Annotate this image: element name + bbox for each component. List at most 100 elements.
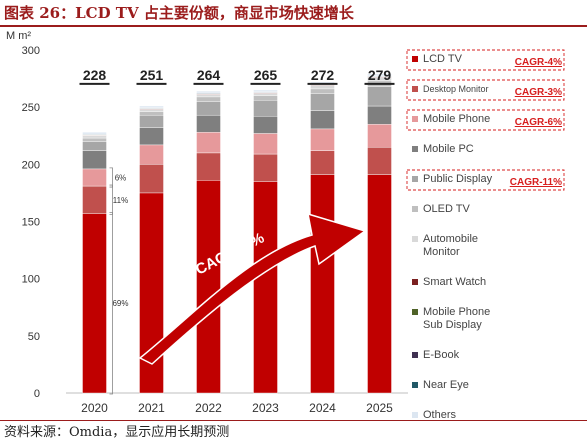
legend-swatch <box>412 146 418 152</box>
cagr-label: CAGR-3% <box>515 87 562 98</box>
source-note: 资料来源：Omdia，显示应用长期预测 <box>4 425 230 440</box>
bar-segment <box>310 110 335 130</box>
bar-segment <box>196 152 221 181</box>
bar-segment <box>367 105 392 125</box>
x-tick-label: 2023 <box>252 401 279 415</box>
bar-segment <box>253 133 278 155</box>
bar-total-label: 264 <box>197 67 221 83</box>
y-tick-label: 250 <box>22 102 40 114</box>
bar-segment <box>367 146 392 175</box>
share-annotation: 11% <box>113 196 128 205</box>
bar-segment <box>310 174 335 394</box>
bar-segment <box>196 90 221 94</box>
title-rule <box>0 25 587 27</box>
y-tick-label: 50 <box>28 331 40 343</box>
bar-segment <box>196 94 221 98</box>
bar-segment <box>82 185 107 214</box>
bar-segment <box>196 96 221 102</box>
x-tick-label: 2025 <box>366 401 393 415</box>
bar-segment <box>310 88 335 94</box>
bar-segment <box>253 100 278 117</box>
y-tick-label: 300 <box>22 45 40 57</box>
legend-label: Others <box>423 409 457 420</box>
cagr-label: CAGR-11% <box>510 177 562 188</box>
bar-segment <box>253 116 278 134</box>
legend-label: Monitor <box>423 246 460 258</box>
bar-total-label: 279 <box>368 67 392 83</box>
bar-segment <box>310 128 335 151</box>
cagr-box <box>406 79 565 101</box>
bar-segment <box>196 180 221 394</box>
y-unit-label: M m² <box>6 30 31 42</box>
bottom-rule <box>0 420 587 421</box>
cagr-label: CAGR-6% <box>515 117 562 128</box>
bar-segment <box>139 111 164 116</box>
bar-segment <box>82 150 107 170</box>
legend-swatch <box>412 236 418 242</box>
bar-segment <box>367 86 392 107</box>
legend-label: Desktop Monitor <box>423 84 489 94</box>
bar-segment <box>310 150 335 175</box>
cagr-box <box>406 169 565 191</box>
cagr-label: CAGR-4% <box>515 57 562 68</box>
bar-segment <box>253 153 278 182</box>
bar-segment <box>310 85 335 90</box>
bar-segment <box>139 164 164 194</box>
bar-total-label: 251 <box>140 67 164 83</box>
bar-segment <box>310 93 335 111</box>
legend-swatch <box>412 279 418 285</box>
bar-segment <box>82 213 107 394</box>
bar-segment <box>196 114 221 133</box>
legend-label: Near Eye <box>423 379 469 391</box>
cagr-box <box>406 49 565 71</box>
bar-segment <box>253 95 278 101</box>
x-tick-label: 2022 <box>195 401 222 415</box>
y-tick-label: 200 <box>22 159 40 171</box>
bar-segment <box>82 135 107 139</box>
legend-label: E-Book <box>423 349 460 361</box>
legend-swatch <box>412 56 418 62</box>
legend-label: Mobile Phone <box>423 306 490 318</box>
legend-swatch <box>412 382 418 388</box>
legend-label: Mobile PC <box>423 143 474 155</box>
y-tick-label: 0 <box>34 388 40 400</box>
share-bracket <box>109 212 113 395</box>
x-tick-label: 2024 <box>309 401 336 415</box>
figure-title: 图表 26：LCD TV 占主要份额，商显市场快速增长 <box>4 4 354 22</box>
x-tick-label: 2021 <box>138 401 165 415</box>
bar-segment <box>82 168 107 187</box>
bar-segment <box>139 105 164 108</box>
bar-total-label: 272 <box>311 67 335 83</box>
bar-total-label: 228 <box>83 67 107 83</box>
legend-swatch <box>412 412 418 418</box>
legend-swatch <box>412 206 418 212</box>
bar-segment <box>253 89 278 92</box>
bar-segment <box>253 181 278 394</box>
share-annotation: 69% <box>112 299 128 308</box>
bar-segment <box>196 101 221 116</box>
cagr-arrow <box>138 212 367 365</box>
legend-swatch <box>412 116 418 122</box>
bar-segment <box>139 144 164 165</box>
cagr-box <box>406 109 565 131</box>
legend-label: Automobile <box>423 233 478 245</box>
bar-segment <box>196 132 221 154</box>
bar-segment <box>139 127 164 146</box>
stacked-bar-chart: M m² 0 50 100 150 200 250 300 228 2020 251 2021 264 2… <box>6 30 565 420</box>
legend-label: LCD TV <box>423 53 463 65</box>
bar-segment <box>367 174 392 394</box>
bar-segment <box>139 109 164 112</box>
legend-label: Sub Display <box>423 319 482 331</box>
legend-swatch <box>412 352 418 358</box>
bar-segment <box>139 114 164 128</box>
legend-swatch <box>412 86 418 92</box>
share-bracket <box>109 184 113 215</box>
y-tick-label: 100 <box>22 274 40 286</box>
legend-label: Smart Watch <box>423 276 486 288</box>
legend-label: OLED TV <box>423 203 471 215</box>
bar-total-label: 265 <box>254 67 278 83</box>
legend-label: Public Display <box>423 173 493 185</box>
share-annotation: 6% <box>115 173 127 182</box>
bar-segment <box>82 141 107 151</box>
x-tick-label: 2020 <box>81 401 108 415</box>
